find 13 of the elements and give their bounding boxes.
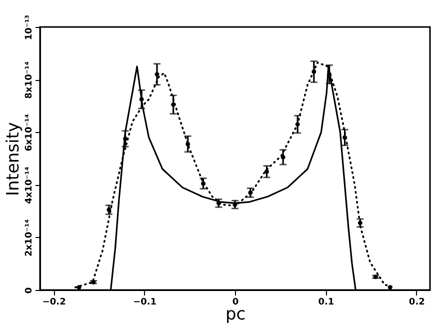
x-tick-label: 0.1 [318, 298, 334, 308]
y-tick-label: 10⁻¹³ [24, 14, 34, 40]
x-tick-label: −0.2 [42, 298, 66, 308]
x-tick-label: 0 [232, 298, 239, 308]
x-tick-label: −0.1 [133, 298, 157, 308]
x-tick-label: 0.2 [408, 298, 425, 308]
y-tick-label: 0 [24, 287, 34, 294]
y-tick-label: 2x10⁻¹⁴ [24, 219, 34, 257]
y-axis-title: Intensity [4, 122, 24, 196]
y-tick-label: 8x10⁻¹⁴ [24, 61, 34, 99]
y-tick-label: 4x10⁻¹⁴ [24, 166, 34, 204]
y-tick-label: 6x10⁻¹⁴ [24, 114, 34, 152]
x-axis-title: pc [225, 304, 246, 324]
